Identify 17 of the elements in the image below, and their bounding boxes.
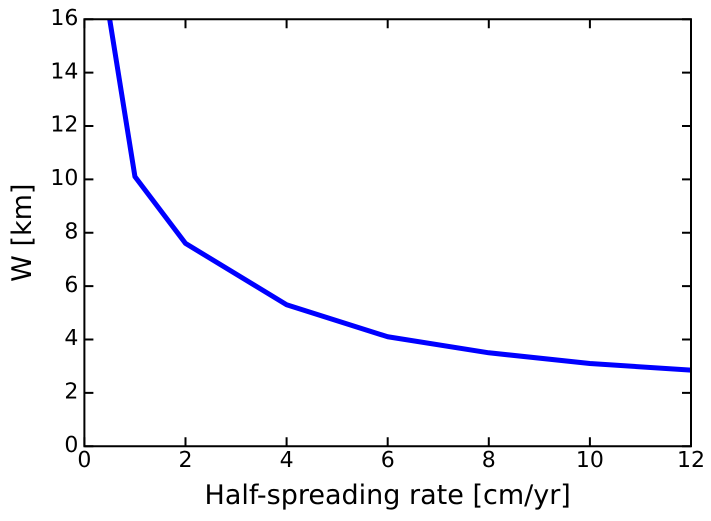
x-tick-label: 6 (380, 448, 395, 474)
y-tick-label: 14 (50, 59, 78, 84)
y-tick-label: 2 (64, 380, 78, 405)
y-tick-label: 0 (64, 432, 78, 458)
x-tick-label: 2 (178, 448, 192, 474)
x-axis-title: Half-spreading rate [cm/yr] (204, 480, 571, 511)
x-tick-label: 8 (482, 448, 496, 474)
y-tick-label: 10 (50, 166, 78, 192)
y-tick-label: 12 (50, 112, 78, 138)
y-tick-label: 8 (64, 219, 78, 244)
y-axis-title: W [km] (7, 184, 38, 282)
x-tick-label: 10 (576, 448, 604, 474)
y-tick-label: 4 (64, 326, 78, 352)
y-tick-label: 16 (50, 6, 78, 31)
y-tick-label: 6 (64, 272, 78, 298)
x-tick-label: 4 (280, 448, 294, 474)
x-tick-label: 12 (677, 448, 705, 474)
